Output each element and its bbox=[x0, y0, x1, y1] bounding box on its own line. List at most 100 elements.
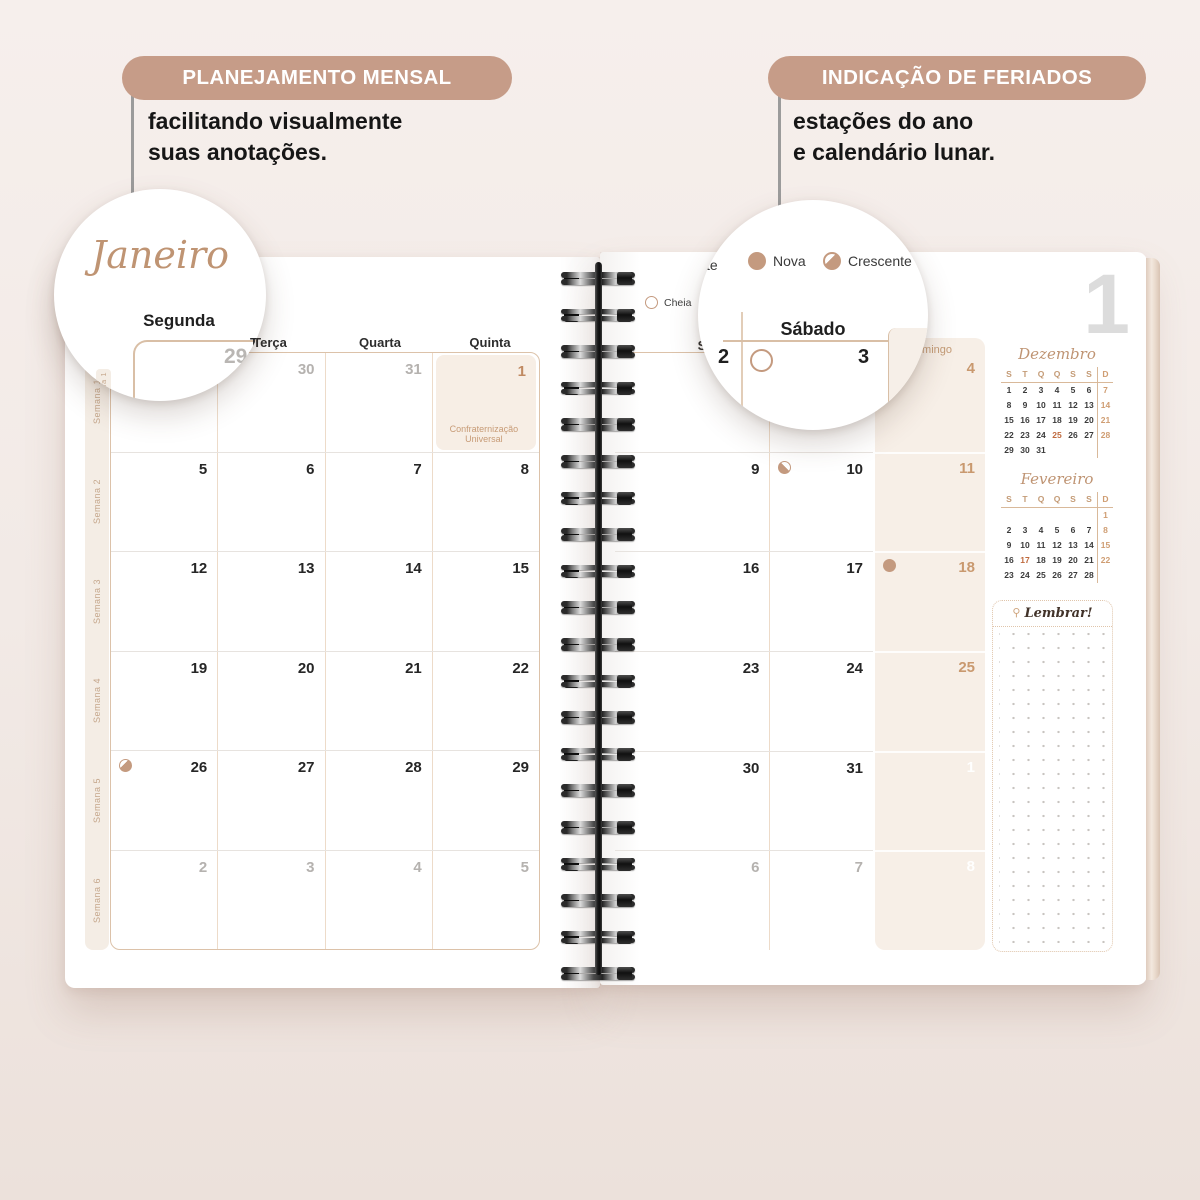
day-cell: 14 bbox=[324, 552, 432, 651]
magnified-grid-corner bbox=[133, 340, 266, 401]
sunday-column: Domingo 4 11 18 25 1 8 bbox=[875, 338, 985, 950]
mini-cal-header: T bbox=[1017, 367, 1033, 383]
mini-cal-day: 24 bbox=[1020, 570, 1030, 580]
sunday-row-separator bbox=[875, 551, 985, 554]
mini-cal-day: 18 bbox=[1036, 555, 1046, 565]
week-strip-segment: Semana 2 bbox=[85, 452, 109, 552]
day-cell: 7 bbox=[324, 452, 432, 551]
mini-cal-day: 16 bbox=[1004, 555, 1014, 565]
mini-cal-day: 1 bbox=[1097, 508, 1113, 523]
feature-description-right: estações do ano e calendário lunar. bbox=[793, 108, 995, 165]
mini-cal-day: 23 bbox=[1004, 570, 1014, 580]
mini-cal-day: 6 bbox=[1070, 525, 1076, 535]
magnified-week-strip: Semana 1 bbox=[96, 369, 111, 401]
day-number: 24 bbox=[846, 660, 863, 678]
day-number: 8 bbox=[966, 858, 975, 876]
legend-label: Cheia bbox=[664, 296, 692, 309]
mini-cal-header: T bbox=[1017, 492, 1033, 508]
mini-cal-day: 6 bbox=[1086, 385, 1092, 395]
mini-cal-day: 10 bbox=[1036, 400, 1046, 410]
mini-cal-day bbox=[1033, 508, 1049, 523]
mini-cal-day: 3 bbox=[1022, 525, 1028, 535]
magnified-partial-weekday: Terça bbox=[250, 335, 266, 350]
legend-item-cheia: Cheia bbox=[645, 296, 691, 309]
mini-cal-day: 28 bbox=[1084, 570, 1094, 580]
day-cell: 21 bbox=[324, 651, 432, 750]
day-cell: 5 bbox=[111, 453, 217, 552]
day-number: 10 bbox=[846, 460, 863, 478]
mini-cal-day bbox=[1097, 568, 1113, 583]
day-number: 8 bbox=[520, 460, 529, 478]
mini-cal-day: 2 bbox=[1022, 385, 1028, 395]
calendar-week-row: 2 3 4 5 bbox=[111, 849, 539, 949]
mini-cal-day: 19 bbox=[1068, 415, 1078, 425]
reminder-header: ⚲ Lembrar! bbox=[993, 601, 1112, 627]
mini-cal-day: 9 bbox=[1022, 400, 1028, 410]
week-label: Semana 4 bbox=[92, 678, 102, 724]
mini-cal-header: S bbox=[1001, 492, 1017, 508]
page-stack-edge bbox=[1146, 258, 1160, 980]
calendar-week-row: 19 20 21 22 bbox=[111, 650, 539, 750]
day-cell: 3 bbox=[217, 850, 324, 949]
day-number: 11 bbox=[959, 459, 975, 477]
mini-cal-day: 12 bbox=[1052, 540, 1062, 550]
day-cell: 22 bbox=[431, 651, 539, 750]
day-cell: 28 bbox=[324, 751, 432, 850]
mini-cal-day bbox=[1081, 508, 1097, 523]
day-number: 1 bbox=[517, 363, 526, 380]
week-strip-segment: Semana 6 bbox=[85, 850, 109, 950]
day-cell: 16 bbox=[615, 552, 769, 651]
week-strip-segment: Semana 5 bbox=[85, 751, 109, 851]
legend-item-crescente: Crescente bbox=[823, 252, 912, 270]
sunday-row-separator bbox=[875, 651, 985, 653]
mini-calendar-title: Fevereiro bbox=[1020, 470, 1094, 488]
moon-nova-icon bbox=[883, 559, 896, 573]
magnified-date: 2 bbox=[718, 346, 730, 368]
calendar-week-row: 16 17 bbox=[615, 551, 873, 652]
day-number: 13 bbox=[297, 560, 315, 577]
weekday-header: Terça bbox=[253, 335, 287, 350]
mini-cal-day: 12 bbox=[1068, 400, 1078, 410]
mini-cal-header: S bbox=[1065, 492, 1081, 508]
week-strip-segment: Semana 3 bbox=[85, 551, 109, 651]
day-cell: 15 bbox=[431, 552, 539, 651]
day-cell: 1 Confraternização Universal bbox=[431, 353, 539, 452]
day-cell: 20 bbox=[217, 651, 324, 750]
day-number: 4 bbox=[966, 360, 975, 377]
mini-cal-header: S bbox=[1065, 367, 1081, 383]
calendar-week-row: 2930311Confraternização Universal bbox=[111, 353, 539, 452]
right-month-grid: 2391016172324303167 bbox=[615, 352, 873, 951]
feature-badge-monthly-planning: PLANEJAMENTO MENSAL bbox=[122, 56, 512, 100]
day-number: 31 bbox=[405, 361, 422, 378]
mini-cal-header: S bbox=[1001, 367, 1017, 383]
day-number: 1 bbox=[966, 758, 975, 776]
mini-cal-day: 1 bbox=[1006, 385, 1012, 395]
day-number: 18 bbox=[958, 559, 975, 577]
mini-cal-day: 3 bbox=[1038, 385, 1044, 395]
mini-cal-day: 19 bbox=[1052, 555, 1062, 565]
mini-calendar-december: Dezembro S T Q Q S S D 1 2 3 4 5 6 7 8 9 10 11 12 13 14 15 16 1… bbox=[997, 345, 1117, 458]
mini-cal-day: 20 bbox=[1084, 415, 1094, 425]
left-connector-line bbox=[130, 78, 134, 240]
month-number: 1 bbox=[1083, 257, 1130, 351]
mini-cal-day: 22 bbox=[1097, 553, 1113, 568]
day-number: 19 bbox=[190, 659, 208, 677]
mini-cal-day: 26 bbox=[1052, 570, 1062, 580]
mini-cal-header: Q bbox=[1049, 492, 1065, 508]
magnified-date: 29 bbox=[224, 345, 248, 368]
day-cell: 31 bbox=[324, 353, 432, 452]
coil-wire bbox=[561, 974, 635, 980]
day-cell: 30 bbox=[217, 353, 324, 452]
mini-cal-day: 23 bbox=[1020, 430, 1030, 440]
magnified-column-line bbox=[741, 312, 743, 417]
mini-cal-day: 11 bbox=[1036, 540, 1046, 550]
mini-cal-day: 31 bbox=[1036, 445, 1046, 455]
mini-cal-day: 13 bbox=[1068, 540, 1078, 550]
day-cell: 23 bbox=[615, 652, 769, 751]
mini-cal-day: 7 bbox=[1097, 383, 1113, 398]
day-number: 14 bbox=[405, 560, 422, 577]
mini-cal-day bbox=[1065, 443, 1081, 458]
feature-badge-holidays: INDICAÇÃO DE FERIADOS bbox=[768, 56, 1146, 100]
calendar-week-row: 9 10 bbox=[615, 451, 873, 552]
